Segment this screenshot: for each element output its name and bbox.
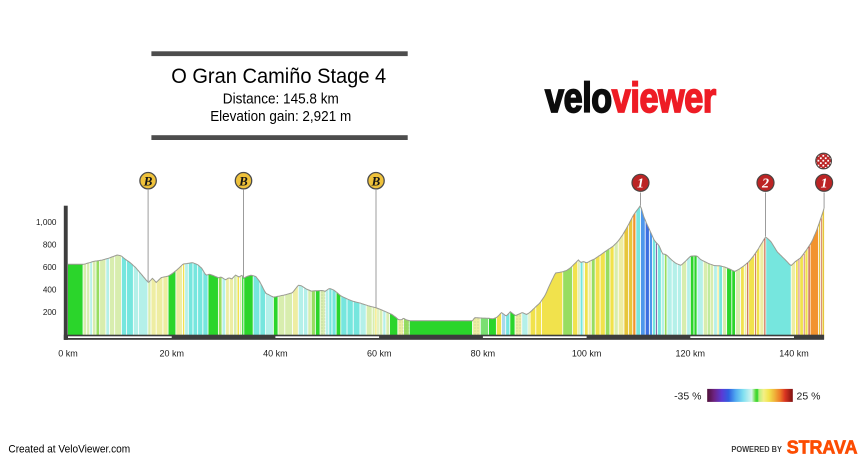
svg-text:-35 %: -35 % [674,390,701,402]
svg-text:STRAVA: STRAVA [787,438,858,458]
svg-text:POWERED BY: POWERED BY [731,445,782,454]
svg-text:20 km: 20 km [159,348,184,358]
svg-text:B: B [238,173,248,188]
svg-text:B: B [143,173,153,188]
svg-text:Created at VeloViewer.com: Created at VeloViewer.com [8,443,130,455]
svg-text:80 km: 80 km [471,348,496,358]
svg-text:1: 1 [637,177,644,192]
svg-text:100 km: 100 km [572,348,602,358]
svg-text:600: 600 [43,263,57,272]
svg-text:120 km: 120 km [676,348,706,358]
svg-text:veloviewer: veloviewer [545,75,716,122]
svg-text:1: 1 [821,177,828,192]
svg-text:60 km: 60 km [367,348,392,358]
svg-text:40 km: 40 km [263,348,288,358]
svg-text:1,000: 1,000 [36,218,57,227]
svg-text:25 %: 25 % [797,390,821,402]
svg-text:140 km: 140 km [779,348,809,358]
svg-text:800: 800 [43,241,57,250]
svg-text:Distance: 145.8 km: Distance: 145.8 km [223,91,339,107]
svg-text:0 km: 0 km [58,348,78,358]
svg-text:2: 2 [761,177,769,192]
svg-text:400: 400 [43,286,57,295]
svg-text:Elevation gain: 2,921 m: Elevation gain: 2,921 m [210,109,351,125]
svg-text:B: B [371,173,381,188]
svg-text:200: 200 [43,308,57,317]
svg-text:O Gran Camiño Stage 4: O Gran Camiño Stage 4 [171,64,386,88]
